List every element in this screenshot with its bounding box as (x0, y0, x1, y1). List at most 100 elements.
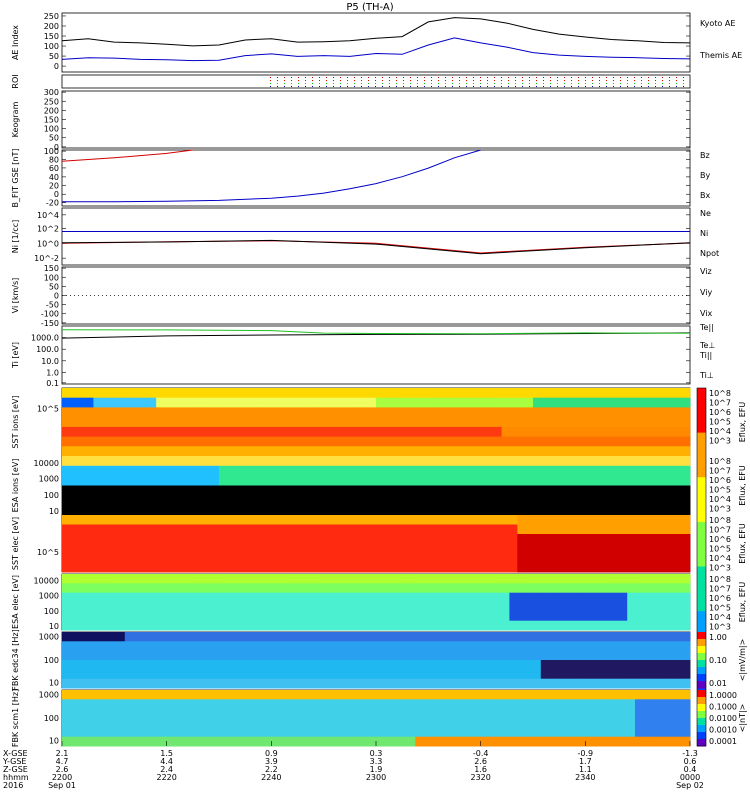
sst2-cell (509, 553, 518, 563)
esa2-cell (281, 611, 291, 622)
sst2-cell (650, 515, 660, 525)
sst1-cell (674, 417, 683, 428)
fbk1-cell (101, 678, 110, 689)
sst2-cell (226, 515, 236, 525)
fbk2-cell (352, 727, 361, 738)
sst1-cell (164, 407, 173, 418)
fbk2-cell (101, 699, 110, 710)
roi-dot (641, 83, 642, 84)
sst2-cell (627, 515, 636, 525)
sst2-cell (297, 534, 306, 544)
fbk1-cell (430, 669, 440, 680)
roi-dot (606, 77, 607, 78)
esa1-cell (360, 485, 369, 496)
sst1-cell (171, 446, 181, 457)
sst2-cell (219, 524, 228, 535)
fbk2-cell (132, 718, 141, 728)
esa2-cell (242, 611, 251, 622)
ae-series-1 (61, 37, 691, 62)
esa1-cell (564, 505, 573, 516)
fbk2-cell (179, 736, 189, 747)
sst1-cell (407, 446, 416, 457)
esa1-cell (313, 475, 322, 486)
fbk1-cell (344, 678, 353, 689)
fbk2-cell (140, 718, 149, 728)
fbk2-cell (352, 690, 361, 700)
esa1-cell (642, 456, 652, 467)
fbk2-cell (611, 699, 620, 710)
fbk2-cell (478, 690, 487, 700)
roi-dot (578, 77, 579, 78)
sst1-cell (611, 417, 620, 428)
fbk2-cell (187, 708, 196, 719)
esa1-cell (430, 456, 440, 467)
sst2-cell (415, 543, 424, 554)
sst2-cell (336, 553, 346, 563)
sst1-cell (580, 446, 589, 457)
sst1-cell (171, 426, 181, 438)
esa1-cell (485, 475, 495, 486)
fbk2-cell (423, 690, 432, 700)
sst1-cell (430, 407, 440, 418)
esa1-cell (493, 505, 503, 516)
fbk2-cell (462, 690, 471, 700)
esa1-cell (85, 456, 94, 467)
esa2-cell (682, 611, 691, 622)
sst2-cell (242, 543, 251, 554)
fbk2-cell (250, 727, 259, 738)
sst1-cell (234, 397, 243, 408)
sst1-cell (587, 388, 597, 399)
fbk1-cell (101, 669, 110, 680)
fbk1-cell (572, 632, 581, 642)
esa1-cell (368, 465, 377, 477)
sst1-colorbar-segment (697, 566, 706, 612)
fbk1-cell (124, 641, 134, 652)
sst1-cell (148, 436, 157, 447)
sst1-cell (415, 446, 424, 457)
esa2-cell (391, 592, 400, 603)
time-tick-label: 4.7 (56, 757, 69, 766)
esa2-cell (132, 602, 141, 612)
esa2-cell (658, 611, 667, 622)
sst1-cell (289, 397, 298, 408)
sst2-cell (470, 534, 479, 544)
esa1-cell (195, 456, 204, 467)
sst2-cell (525, 562, 534, 573)
sst2-cell (595, 543, 605, 554)
fbk2-cell (470, 690, 479, 700)
esa2-cell (234, 574, 243, 584)
sst1-cell (313, 446, 322, 457)
fbk1-cell (635, 678, 644, 689)
fbk1-cell (69, 641, 79, 652)
fbk1-cell (525, 669, 534, 680)
fbk2-cell (273, 718, 283, 728)
roi-dot (627, 80, 628, 81)
sst2-cell (273, 553, 283, 563)
esa1-cell (266, 475, 275, 486)
sst2-cell (580, 515, 589, 525)
esa1-cell (399, 465, 408, 477)
esa1-cell (69, 485, 79, 496)
sst2-cell (548, 553, 557, 563)
esa1-cell (619, 465, 628, 477)
sst2-cell (438, 534, 448, 544)
sst2-cell (69, 524, 79, 535)
sst1-cell (635, 388, 644, 399)
ae-ylabel: AE Index (11, 25, 20, 60)
esa2-cell (266, 574, 275, 584)
esa2-cell (383, 574, 393, 584)
fbk2-cell (132, 690, 141, 700)
esa2-cell (383, 611, 393, 622)
esa1-cell (446, 456, 455, 467)
fbk2-cell (619, 708, 628, 719)
roi-dot (543, 86, 544, 87)
time-tick-label: 2.4 (160, 765, 173, 774)
sst1-cell (525, 417, 534, 428)
sst2-cell (289, 543, 298, 554)
fbk1-cell (674, 641, 683, 652)
plot-title: P5 (TH-A) (346, 2, 393, 13)
sst1-cell (203, 388, 212, 399)
fbk2-cell (446, 727, 455, 738)
roi-dot (284, 80, 285, 81)
